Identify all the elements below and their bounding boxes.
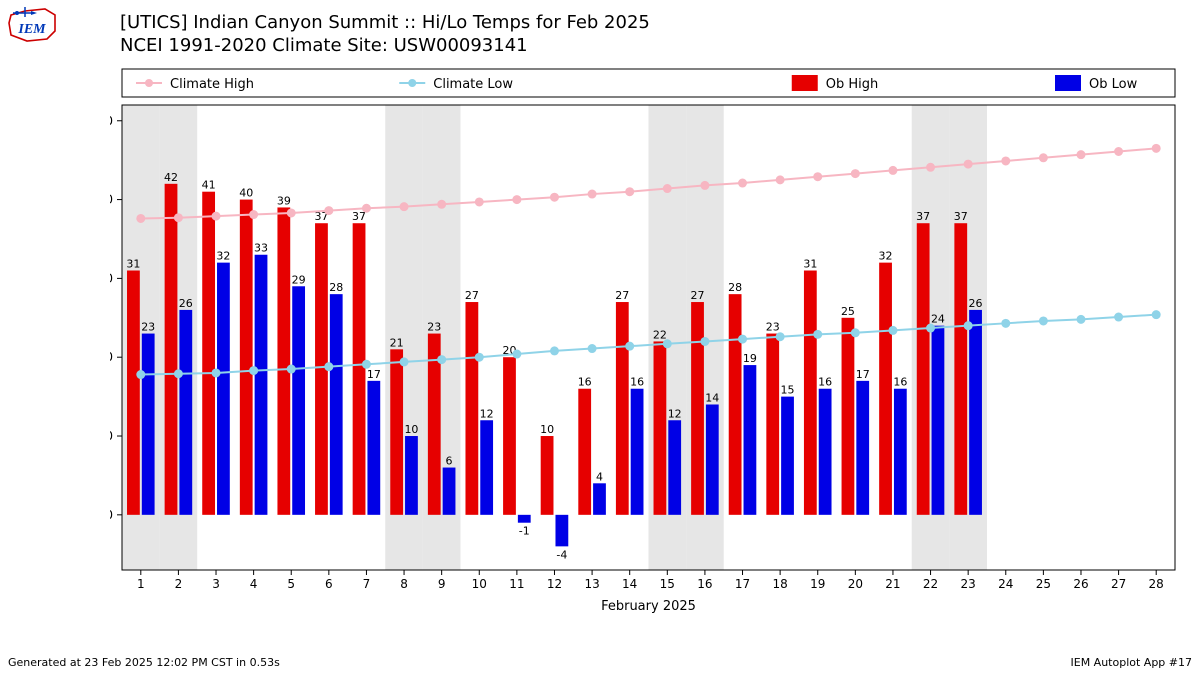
svg-text:19: 19 [743, 352, 757, 365]
svg-text:26: 26 [969, 297, 983, 310]
svg-text:29: 29 [292, 273, 306, 286]
svg-text:15: 15 [660, 577, 675, 591]
svg-text:1: 1 [137, 577, 145, 591]
svg-text:23: 23 [961, 577, 976, 591]
svg-text:39: 39 [277, 194, 291, 207]
svg-text:15: 15 [781, 384, 795, 397]
svg-text:11: 11 [509, 577, 524, 591]
svg-text:37: 37 [954, 210, 968, 223]
svg-text:28: 28 [728, 281, 742, 294]
title-line2: NCEI 1991-2020 Climate Site: USW00093141 [120, 35, 650, 58]
svg-text:41: 41 [202, 179, 216, 192]
svg-text:40: 40 [110, 193, 113, 207]
svg-text:37: 37 [352, 210, 366, 223]
svg-text:10: 10 [404, 423, 418, 436]
svg-text:27: 27 [465, 289, 479, 302]
svg-text:25: 25 [841, 305, 855, 318]
svg-text:27: 27 [691, 289, 705, 302]
iem-logo: IEM [5, 5, 59, 43]
svg-text:23: 23 [766, 321, 780, 334]
svg-text:17: 17 [367, 368, 381, 381]
svg-text:3: 3 [212, 577, 220, 591]
svg-text:22: 22 [653, 328, 667, 341]
svg-text:2: 2 [175, 577, 183, 591]
svg-text:9: 9 [438, 577, 446, 591]
svg-text:40: 40 [239, 187, 253, 200]
svg-text:-1: -1 [519, 525, 530, 538]
svg-text:16: 16 [818, 376, 832, 389]
svg-text:25: 25 [1036, 577, 1051, 591]
svg-text:28: 28 [1149, 577, 1164, 591]
svg-text:7: 7 [363, 577, 371, 591]
svg-text:33: 33 [254, 242, 268, 255]
svg-text:32: 32 [879, 250, 893, 263]
svg-text:27: 27 [615, 289, 629, 302]
footer-appid: IEM Autoplot App #17 [1071, 656, 1193, 669]
svg-text:16: 16 [697, 577, 712, 591]
svg-text:30: 30 [110, 271, 113, 285]
svg-text:4: 4 [596, 470, 603, 483]
svg-text:27: 27 [1111, 577, 1126, 591]
svg-text:31: 31 [803, 258, 817, 271]
svg-text:17: 17 [856, 368, 870, 381]
svg-text:24: 24 [931, 313, 945, 326]
svg-text:13: 13 [584, 577, 599, 591]
svg-text:0: 0 [110, 508, 113, 522]
svg-text:20: 20 [848, 577, 863, 591]
svg-text:10: 10 [110, 429, 113, 443]
title-line1: [UTICS] Indian Canyon Summit :: Hi/Lo Te… [120, 12, 650, 35]
chart-title: [UTICS] Indian Canyon Summit :: Hi/Lo Te… [120, 12, 650, 57]
svg-text:16: 16 [630, 376, 644, 389]
svg-text:6: 6 [446, 455, 453, 468]
svg-text:37: 37 [916, 210, 930, 223]
svg-text:50: 50 [110, 114, 113, 128]
svg-text:42: 42 [164, 171, 178, 184]
temperature-chart: 0102030405012345678910111213141516171819… [110, 65, 1185, 625]
svg-text:Ob High: Ob High [826, 77, 879, 92]
svg-text:31: 31 [126, 258, 140, 271]
svg-text:Climate Low: Climate Low [433, 77, 513, 92]
svg-text:February 2025: February 2025 [601, 599, 696, 614]
svg-text:19: 19 [810, 577, 825, 591]
svg-text:8: 8 [400, 577, 408, 591]
svg-text:12: 12 [668, 407, 682, 420]
svg-text:24: 24 [998, 577, 1013, 591]
svg-text:21: 21 [885, 577, 900, 591]
svg-text:22: 22 [923, 577, 938, 591]
svg-text:-4: -4 [556, 548, 567, 561]
svg-text:23: 23 [427, 321, 441, 334]
svg-text:Climate High: Climate High [170, 77, 254, 92]
svg-text:16: 16 [578, 376, 592, 389]
svg-text:16: 16 [893, 376, 907, 389]
svg-text:Ob Low: Ob Low [1089, 77, 1138, 92]
footer-generated: Generated at 23 Feb 2025 12:02 PM CST in… [8, 656, 280, 669]
svg-text:6: 6 [325, 577, 333, 591]
svg-text:32: 32 [216, 250, 230, 263]
svg-text:14: 14 [622, 577, 637, 591]
svg-text:14: 14 [705, 391, 719, 404]
svg-text:5: 5 [287, 577, 295, 591]
svg-text:17: 17 [735, 577, 750, 591]
svg-text:18: 18 [772, 577, 787, 591]
svg-text:28: 28 [329, 281, 343, 294]
svg-text:IEM: IEM [17, 22, 46, 37]
svg-text:26: 26 [179, 297, 193, 310]
svg-text:23: 23 [141, 321, 155, 334]
svg-text:12: 12 [547, 577, 562, 591]
svg-text:26: 26 [1073, 577, 1088, 591]
svg-text:4: 4 [250, 577, 258, 591]
svg-text:20: 20 [110, 350, 113, 364]
svg-text:10: 10 [540, 423, 554, 436]
svg-text:12: 12 [480, 407, 494, 420]
svg-text:21: 21 [390, 336, 404, 349]
svg-text:10: 10 [472, 577, 487, 591]
